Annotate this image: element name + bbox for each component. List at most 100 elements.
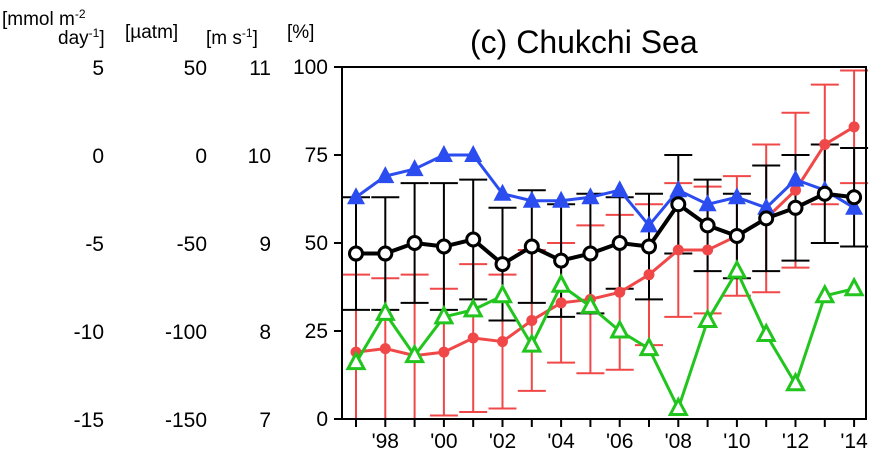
blue-series-point [522, 190, 541, 208]
blue-series-point [786, 169, 805, 187]
green-series-point [550, 273, 572, 293]
blue-series-point [434, 145, 453, 162]
flux-unit-day-exponent: -1 [88, 26, 100, 40]
blue-series-point [347, 187, 365, 205]
flux-tick-label: -15 [74, 409, 104, 432]
blue-series-point [698, 194, 717, 212]
green-series-point [521, 332, 543, 353]
green-series-point [374, 301, 396, 321]
plot-area [342, 69, 869, 420]
flux-tick-label: -10 [74, 321, 104, 344]
flux-unit-label-line2: day-1] [58, 23, 105, 49]
black-series-point [641, 238, 657, 255]
percent-unit-label: [%] [287, 22, 315, 43]
x-tick-label: '10 [723, 430, 750, 453]
red-series-point [614, 286, 626, 298]
black-series-point [494, 256, 511, 273]
pco2-tick-label: -100 [165, 321, 207, 344]
green-series-point [609, 318, 631, 339]
percent-tick-label: 25 [305, 320, 328, 343]
black-series-point [553, 252, 570, 269]
black-series-point [758, 210, 775, 227]
plot-frame [341, 66, 867, 420]
flux-tick-label: -5 [85, 233, 104, 256]
green-series-point [755, 322, 777, 343]
pco2-unit-label: [µatm] [125, 22, 179, 43]
x-tick-label: '98 [372, 430, 399, 453]
green-series-point [697, 308, 719, 328]
wind-tick-label: 9 [259, 233, 271, 256]
green-series-point [433, 304, 455, 325]
x-tick-label: '12 [782, 430, 809, 453]
percent-tick-label: 50 [305, 232, 328, 255]
blue-series-point [376, 166, 395, 184]
wind-tick-label: 8 [259, 321, 271, 344]
flux-tick-label: 0 [92, 145, 104, 168]
x-tick-label: '06 [606, 430, 633, 453]
green-series-point [814, 283, 836, 304]
blue-series-point [552, 190, 571, 208]
green-series-point [462, 297, 484, 318]
blue-series-point [640, 215, 658, 233]
black-series-point [846, 189, 863, 206]
black-series-point [611, 235, 628, 251]
wind-unit-exponent: -1 [241, 26, 253, 40]
wind-tick-label: 11 [249, 57, 271, 80]
red-series-point [643, 269, 655, 281]
black-series-point [435, 238, 452, 255]
flux-unit-text: [mmol m [2, 9, 75, 30]
black-series-point [787, 199, 804, 216]
black-series-point [728, 227, 745, 244]
green-series-point [785, 371, 806, 392]
green-series-point [579, 294, 601, 314]
red-series-point [467, 332, 479, 344]
black-series-point [816, 185, 833, 202]
blue-series-point [581, 187, 600, 205]
green-series-point [726, 258, 748, 279]
green-series-point [638, 336, 660, 357]
wind-unit-text: [m s [206, 28, 242, 49]
flux-unit-label: [mmol m-2 [2, 4, 86, 30]
red-series-point [672, 244, 684, 256]
green-series-point [345, 350, 367, 371]
flux-tick-label: 5 [92, 57, 104, 80]
black-series-point [348, 245, 364, 262]
blue-series-point [405, 159, 424, 177]
blue-series-point [464, 145, 483, 162]
black-series-point [465, 231, 482, 248]
flux-unit-day: day [58, 28, 89, 49]
red-series-point [497, 336, 508, 348]
chart-title: (c) Chukchi Sea [470, 24, 698, 60]
green-series-point [843, 276, 865, 297]
black-series-point [377, 245, 394, 262]
red-series-point [438, 346, 450, 358]
wind-tick-label: 7 [259, 409, 271, 432]
black-series-point [582, 245, 599, 262]
wind-unit-close: ] [252, 28, 258, 49]
x-tick-label: '00 [430, 430, 457, 453]
red-series-point [379, 343, 391, 355]
flux-unit-close: ] [99, 28, 105, 49]
x-tick-label: '08 [665, 430, 692, 453]
green-series-point [404, 343, 426, 364]
black-series-point [670, 196, 687, 213]
x-tick-label: '02 [489, 430, 516, 453]
flux-unit-exponent: -2 [74, 7, 86, 21]
blue-series-point [610, 180, 629, 198]
black-series-point [699, 217, 716, 234]
x-tick-label: '14 [840, 430, 868, 453]
blue-series-point [493, 183, 512, 201]
percent-tick-label: 75 [305, 144, 328, 167]
pco2-tick-label: 50 [184, 57, 207, 80]
blue-series-point [727, 187, 746, 205]
blue-series-point [845, 197, 864, 215]
percent-tick-label: 0 [316, 408, 328, 431]
pco2-tick-label: -50 [177, 233, 207, 256]
black-series-point [406, 235, 423, 251]
pco2-tick-label: 0 [195, 145, 207, 168]
green-series-point [667, 396, 689, 416]
red-series-point [790, 184, 801, 196]
pco2-tick-label: -150 [165, 409, 207, 432]
